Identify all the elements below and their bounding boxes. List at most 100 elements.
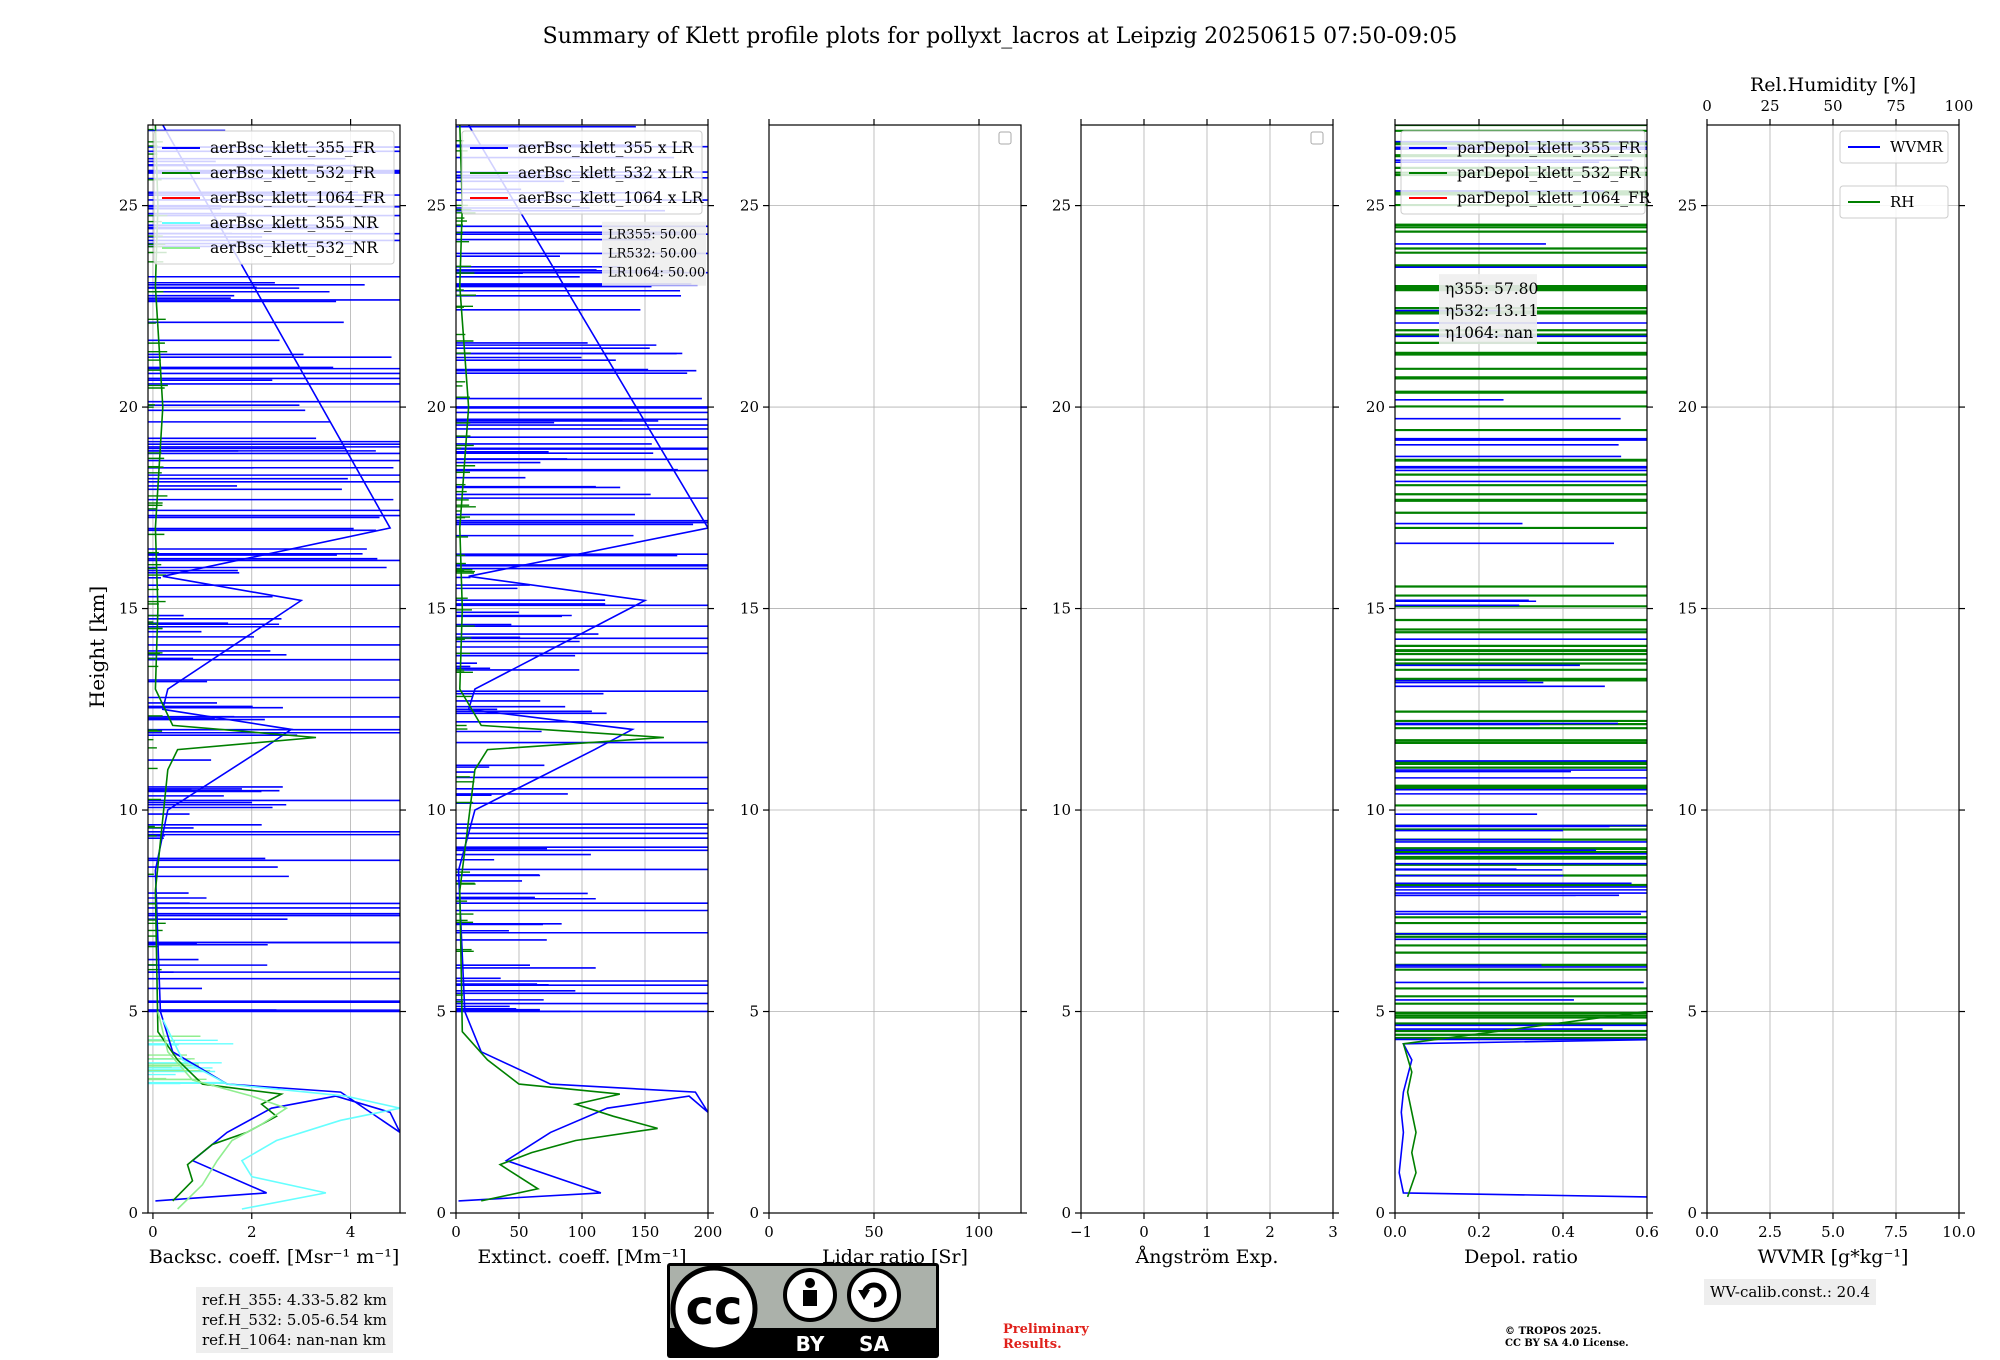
y-tick-label: 10	[1052, 801, 1071, 819]
cc-sa-text: SA	[859, 1332, 889, 1356]
copyright-line-1: © TROPOS 2025.	[1505, 1326, 1602, 1337]
y-tick-label: 20	[119, 398, 138, 416]
axes-frame	[1394, 124, 1648, 1214]
legend-box	[461, 130, 703, 215]
y-tick-label: 20	[1678, 398, 1697, 416]
x-tick-label: 50	[509, 1223, 528, 1241]
axes-frame	[768, 124, 1022, 1214]
x-tick-label: 0	[148, 1223, 158, 1241]
axes-frame	[147, 124, 401, 1214]
x-tick-label: 10.0	[1942, 1223, 1975, 1241]
x-tick-label: 50	[864, 1223, 883, 1241]
x2-tick-label: 50	[1823, 97, 1842, 115]
x-tick-label: 150	[631, 1223, 660, 1241]
x-axis-label: Depol. ratio	[1464, 1246, 1578, 1268]
y-tick-label: 25	[427, 197, 446, 215]
series-line-4	[157, 1011, 289, 1210]
y-tick-label: 25	[1678, 197, 1697, 215]
y-tick-label: 20	[1052, 398, 1071, 416]
y-tick-label: 5	[1687, 1003, 1697, 1021]
series-line-1	[154, 125, 400, 1202]
legend-box	[1839, 185, 1949, 219]
y-tick-label: 10	[427, 801, 446, 819]
legend-label: aerBsc_klett_1064_FR	[210, 189, 386, 207]
series-line-2	[458, 125, 664, 1202]
wv-calib-text: WV-calib.const.: 20.4	[1710, 1283, 1871, 1301]
x-tick-label: 100	[568, 1223, 597, 1241]
y-tick-label: 0	[1687, 1204, 1697, 1222]
legend-box	[1400, 130, 1646, 215]
legend-label: parDepol_klett_355_FR	[1457, 139, 1642, 157]
x-axis-label: Backsc. coeff. [Msr⁻¹ m⁻¹]	[149, 1246, 400, 1268]
y-tick-label: 0	[1061, 1204, 1071, 1222]
preliminary-line-1: Preliminary	[1003, 1322, 1089, 1337]
x-tick-label: 7.5	[1884, 1223, 1908, 1241]
x-tick-label: 0	[451, 1223, 461, 1241]
y-tick-label: 15	[427, 600, 446, 618]
figure-title: Summary of Klett profile plots for polly…	[543, 24, 1458, 49]
legend-label: aerBsc_klett_1064 x LR	[518, 189, 705, 207]
y-tick-label: 20	[427, 398, 446, 416]
lr-annotation-text: LR1064: 50.00	[608, 266, 705, 281]
x-tick-label: 0.4	[1551, 1223, 1575, 1241]
y-tick-label: 15	[740, 600, 759, 618]
x-tick-label: 4	[346, 1223, 356, 1241]
x-tick-label: 0.2	[1467, 1223, 1491, 1241]
y-tick-label: 20	[740, 398, 759, 416]
panel-data	[456, 125, 708, 1202]
legend-label: parDepol_klett_532_FR	[1457, 164, 1642, 182]
x-tick-label: 2.5	[1758, 1223, 1782, 1241]
eta-annotation-box	[1439, 274, 1537, 345]
empty-legend-box	[1310, 131, 1324, 145]
x-axis-label: Extinct. coeff. [Mm⁻¹]	[477, 1246, 686, 1268]
x2-axis-label: Rel.Humidity [%]	[1750, 74, 1916, 96]
x2-tick-label: 75	[1886, 97, 1905, 115]
y-tick-label: 5	[1061, 1003, 1071, 1021]
series-line-1	[1398, 1038, 1647, 1198]
y-tick-label: 10	[740, 801, 759, 819]
empty-legend-box	[998, 131, 1012, 145]
series-line-1	[457, 125, 708, 1202]
series-line-3	[162, 1019, 400, 1210]
x-tick-label: 100	[965, 1223, 994, 1241]
y-tick-label: 15	[1052, 600, 1071, 618]
y-tick-label: 15	[119, 600, 138, 618]
eta-annotation-text: η355: 57.80	[1445, 280, 1538, 298]
y-tick-label: 5	[749, 1003, 759, 1021]
cc-logo-text: cc	[686, 1280, 743, 1336]
lr-annotation-box	[602, 221, 706, 286]
y-tick-label: 5	[1375, 1003, 1385, 1021]
panel-3: 0 50 100 0 5 10 15 20 25 Lidar ratio [Sr]	[740, 119, 1027, 1268]
ref-height-1064: ref.H_1064: nan-nan km	[202, 1331, 387, 1349]
panel-6: 0.0 2.5 5.0 7.5 10.0 0 5 10 15 20 25 WVMR [g*kg⁻¹] 0…	[1678, 74, 1976, 1268]
eta-annotation-text: η532: 13.11	[1445, 302, 1538, 320]
x2-tick-label: 0	[1702, 97, 1712, 115]
x-tick-label: 3	[1328, 1223, 1338, 1241]
panel-5: 0.0 0.2 0.4 0.6 0 5 10 15 20 25 Depol. ratio parDep…	[1366, 119, 1659, 1268]
y-tick-label: 15	[1366, 600, 1385, 618]
series-line-2	[1402, 1010, 1647, 1198]
panel-1: 0 2 4 0 5 10 15 20 25 Backsc. coeff. [Msr⁻¹ m⁻¹] a…	[119, 119, 406, 1268]
legend-label: RH	[1890, 193, 1914, 211]
cc-license-badge: cc BY SA	[667, 1263, 939, 1358]
y-tick-label: 15	[1678, 600, 1697, 618]
y-tick-label: 5	[436, 1003, 446, 1021]
y-tick-label: 0	[1375, 1204, 1385, 1222]
wv-calib-box: WV-calib.const.: 20.4	[1704, 1279, 1877, 1305]
y-tick-label: 25	[1366, 197, 1385, 215]
panel-data	[148, 125, 400, 1210]
legend-box	[153, 130, 395, 265]
x-tick-label: 2	[1265, 1223, 1275, 1241]
copyright-note: © TROPOS 2025. CC BY SA 4.0 License.	[1505, 1326, 1629, 1350]
y-tick-label: 25	[119, 197, 138, 215]
y-tick-label: 0	[436, 1204, 446, 1222]
preliminary-line-2: Results.	[1003, 1337, 1062, 1352]
y-tick-label: 5	[128, 1003, 138, 1021]
ref-height-532: ref.H_532: 5.05-6.54 km	[202, 1311, 387, 1329]
legend-label: aerBsc_klett_532_FR	[210, 164, 376, 182]
lr-annotation-text: LR355: 50.00	[608, 228, 697, 243]
legend-label: aerBsc_klett_355 x LR	[518, 139, 695, 157]
x-tick-label: 0.6	[1635, 1223, 1659, 1241]
sa-icon	[847, 1268, 901, 1322]
